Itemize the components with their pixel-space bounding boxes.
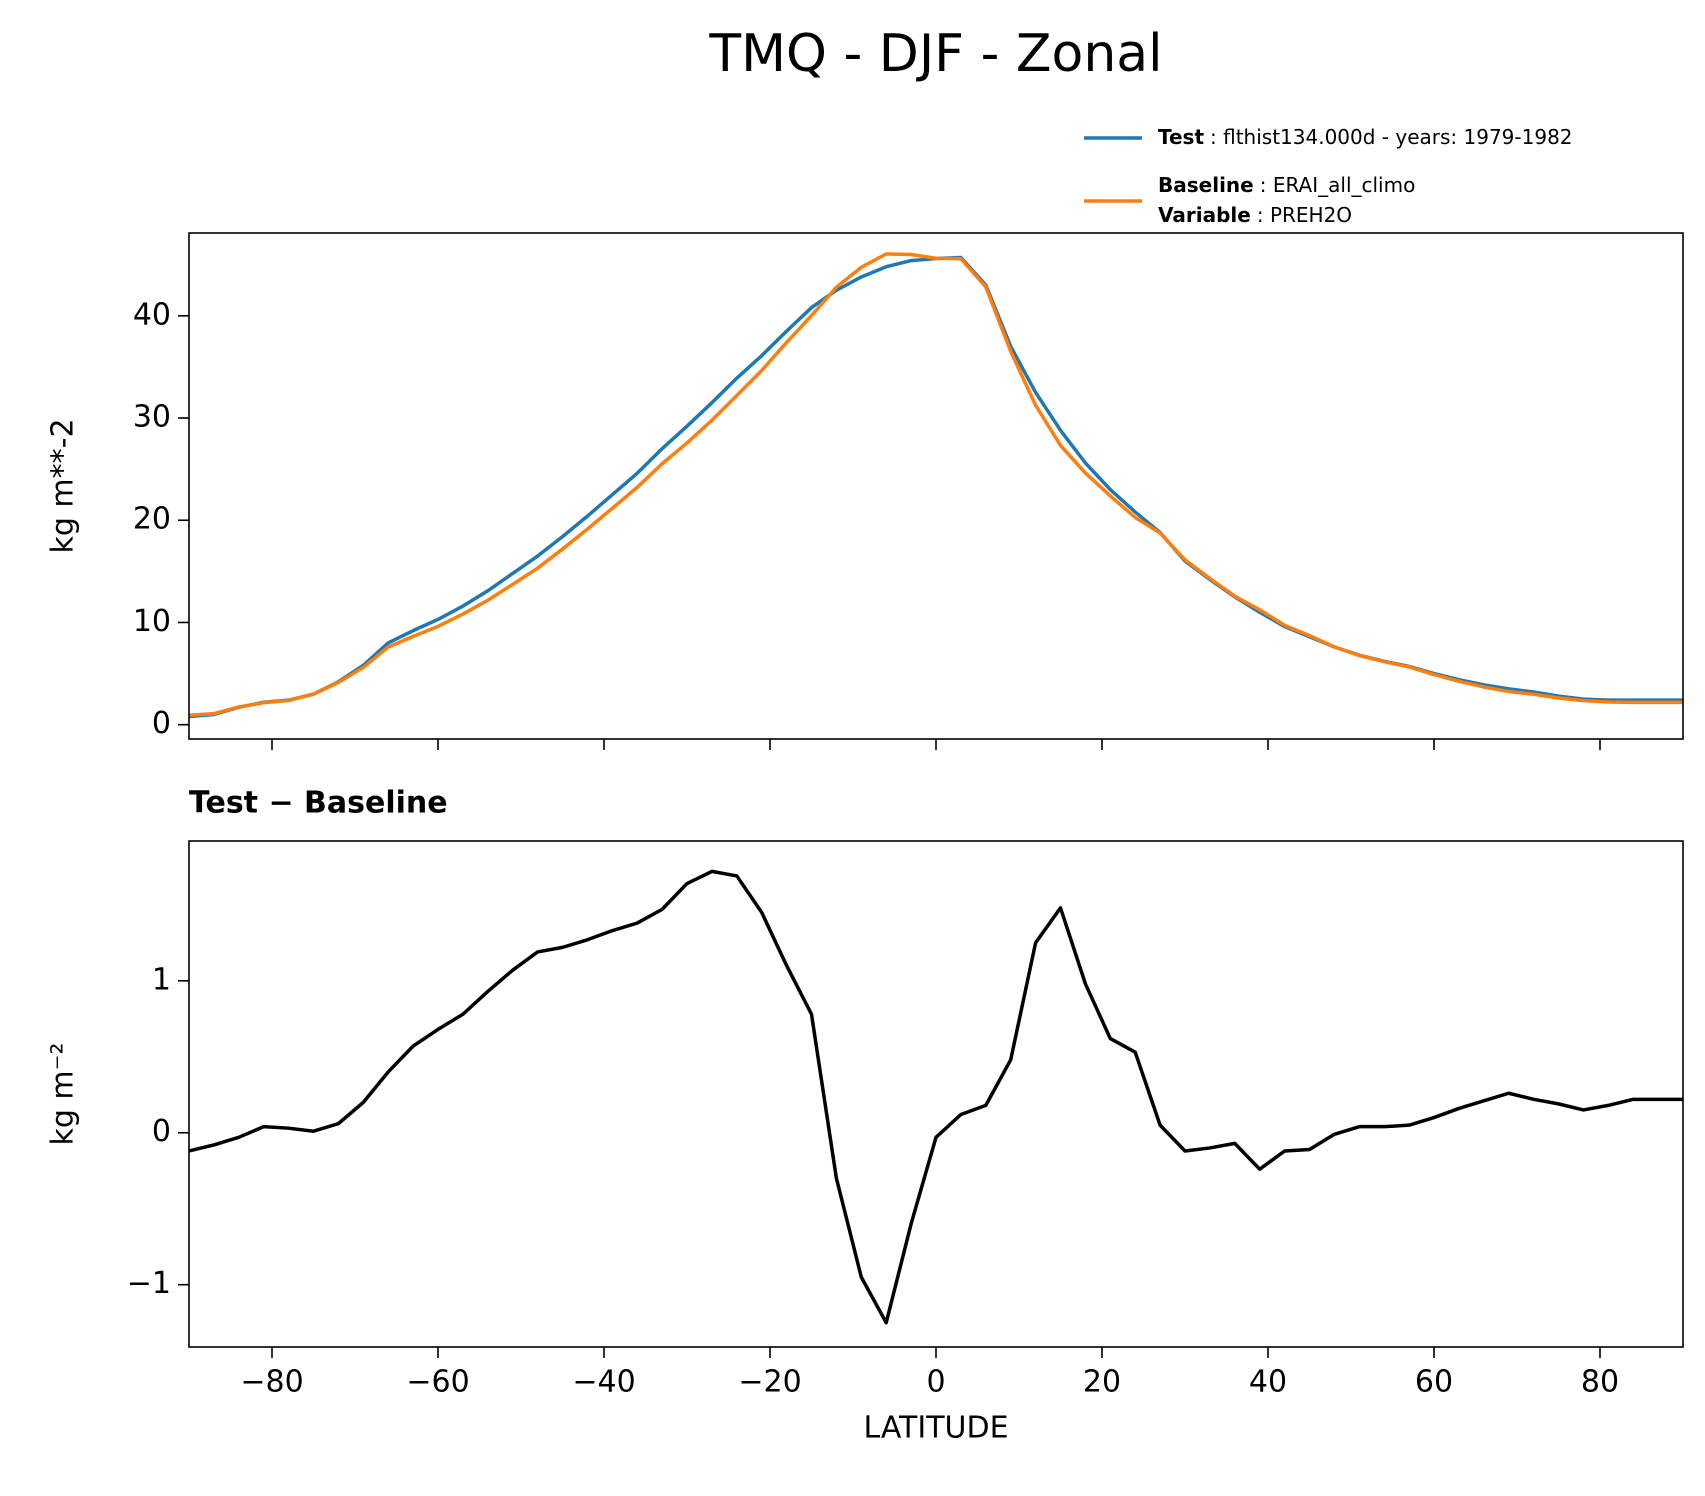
x-tick-label: 60 (1415, 1365, 1453, 1400)
x-tick-label: −40 (572, 1365, 635, 1400)
legend-text: : PREH2O (1257, 203, 1352, 227)
y-tick-label: 40 (133, 297, 171, 332)
legend-label: Test: flthist134.000d - years: 1979-1982 (1158, 125, 1573, 149)
y-tick-label: 0 (152, 706, 171, 741)
legend-text: : ERAI_all_climo (1260, 173, 1416, 197)
x-tick-label: −20 (738, 1365, 801, 1400)
y-tick-label: 1 (152, 962, 171, 997)
x-tick-label: −80 (240, 1365, 303, 1400)
legend-key: Baseline (1158, 173, 1254, 197)
legend-label: Variable: PREH2O (1158, 203, 1352, 227)
legend-key: Test (1158, 125, 1204, 149)
figure-title: TMQ - DJF - Zonal (708, 24, 1162, 84)
y-tick-label: 30 (133, 400, 171, 435)
y-axis-label: kg m⁻² (46, 1042, 81, 1145)
y-tick-label: 10 (133, 604, 171, 639)
x-tick-label: 20 (1083, 1365, 1121, 1400)
x-tick-label: 80 (1581, 1365, 1619, 1400)
legend-key: Variable (1158, 203, 1251, 227)
y-tick-label: 0 (152, 1114, 171, 1149)
legend-text: : flthist134.000d - years: 1979-1982 (1210, 125, 1573, 149)
x-tick-label: −60 (406, 1365, 469, 1400)
series-line (188, 869, 1683, 1325)
series-line (188, 252, 1683, 718)
y-tick-label: 20 (133, 502, 171, 537)
x-axis-label: LATITUDE (863, 1411, 1008, 1446)
x-tick-label: 0 (926, 1365, 945, 1400)
legend-label: Baseline: ERAI_all_climo (1158, 173, 1415, 197)
axes-title: Test − Baseline (189, 786, 448, 821)
y-axis-label: kg m**-2 (46, 418, 81, 553)
x-tick-label: 40 (1249, 1365, 1287, 1400)
y-tick-label: −1 (127, 1266, 171, 1301)
